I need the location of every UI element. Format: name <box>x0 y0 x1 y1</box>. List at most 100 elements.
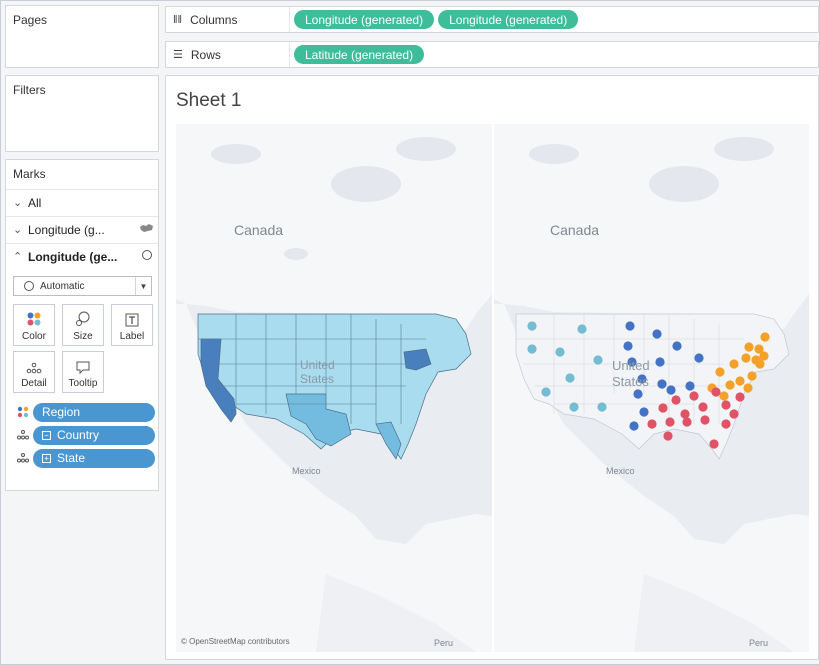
color-button-label: Color <box>22 331 46 342</box>
state-dot-central[interactable] <box>655 357 665 367</box>
tooltip-button[interactable]: Tooltip <box>62 351 104 393</box>
state-pill-label: State <box>57 451 86 465</box>
region-pill[interactable]: Region <box>33 402 155 422</box>
state-dot-south[interactable] <box>709 439 719 449</box>
columns-shelf[interactable]: ‖‖ Columns Longitude (generated) Longitu… <box>165 6 819 33</box>
rows-shelf[interactable]: ☰ Rows Latitude (generated) <box>165 41 819 68</box>
size-button-label: Size <box>73 331 93 342</box>
marks-row-longitude-circle[interactable]: ⌃ Longitude (ge... <box>6 243 158 269</box>
color-button[interactable]: Color <box>13 304 55 346</box>
marks-row-label: Longitude (g... <box>28 222 105 237</box>
state-dot-south[interactable] <box>698 402 708 412</box>
state-dot-east[interactable] <box>759 351 769 361</box>
state-dot-central[interactable] <box>666 385 676 395</box>
filled-map-pane[interactable]: Canada United States Mexico Peru © OpenS… <box>176 124 492 652</box>
state-dot-central[interactable] <box>637 374 647 384</box>
longitude-pill[interactable]: Longitude (generated) <box>438 10 579 29</box>
label-icon <box>112 305 152 327</box>
state-pill-row[interactable]: + State <box>13 448 155 468</box>
state-dot-east[interactable] <box>744 342 754 352</box>
state-dot-central[interactable] <box>629 421 639 431</box>
state-dot-south[interactable] <box>680 409 690 419</box>
state-dot-west[interactable] <box>527 321 537 331</box>
state-dot-west[interactable] <box>577 324 587 334</box>
map-label-mexico: Mexico <box>292 466 321 476</box>
label-button[interactable]: Label <box>111 304 153 346</box>
longitude-pill[interactable]: Longitude (generated) <box>294 10 435 29</box>
rows-shelf-label: ☰ Rows <box>166 42 290 67</box>
state-dot-central[interactable] <box>625 321 635 331</box>
state-pill[interactable]: + State <box>33 448 155 468</box>
state-dot-south[interactable] <box>671 395 681 405</box>
state-dot-central[interactable] <box>627 357 637 367</box>
state-dot-central[interactable] <box>633 389 643 399</box>
circle-map-pane[interactable]: Canada United States Mexico Peru <box>494 124 809 652</box>
state-dot-west[interactable] <box>527 344 537 354</box>
state-dot-south[interactable] <box>729 409 739 419</box>
marks-row-longitude-map[interactable]: ⌄ Longitude (g... <box>6 216 158 242</box>
state-dot-east[interactable] <box>735 376 745 386</box>
map-label-united: United <box>612 358 650 373</box>
state-dot-east[interactable] <box>755 359 765 369</box>
country-pill[interactable]: − Country <box>33 425 155 445</box>
map-label-canada: Canada <box>234 222 284 238</box>
state-dot-east[interactable] <box>729 359 739 369</box>
state-dot-west[interactable] <box>597 402 607 412</box>
marks-row-all[interactable]: ⌄ All <box>6 189 158 215</box>
state-dot-south[interactable] <box>735 392 745 402</box>
pages-card[interactable]: Pages <box>5 5 159 68</box>
sheet-title[interactable]: Sheet 1 <box>176 90 242 111</box>
state-dot-south[interactable] <box>721 400 731 410</box>
map-attribution[interactable]: © OpenStreetMap contributors <box>181 637 290 646</box>
filters-title: Filters <box>13 83 46 97</box>
state-dot-south[interactable] <box>721 419 731 429</box>
state-dot-south[interactable] <box>689 391 699 401</box>
mark-type-dropdown[interactable]: Automatic ▼ <box>13 276 152 296</box>
state-dot-west[interactable] <box>541 387 551 397</box>
state-dot-central[interactable] <box>639 407 649 417</box>
state-dot-south[interactable] <box>665 417 675 427</box>
sheet-view: Sheet 1 <box>165 75 819 660</box>
state-dot-west[interactable] <box>555 347 565 357</box>
state-dot-south[interactable] <box>711 387 721 397</box>
marks-card: Marks ⌄ All ⌄ Longitude (g... ⌃ Longitud… <box>5 159 159 491</box>
state-dots <box>527 321 770 449</box>
state-dot-south[interactable] <box>663 431 673 441</box>
state-dot-central[interactable] <box>657 379 667 389</box>
state-dot-west[interactable] <box>593 355 603 365</box>
state-dot-central[interactable] <box>623 341 633 351</box>
tooltip-button-label: Tooltip <box>68 378 98 389</box>
label-button-label: Label <box>119 331 145 342</box>
detail-icon <box>13 453 33 463</box>
state-dot-south[interactable] <box>700 415 710 425</box>
state-dot-west[interactable] <box>565 373 575 383</box>
state-dot-east[interactable] <box>754 344 764 354</box>
detail-button[interactable]: Detail <box>13 351 55 393</box>
state-dot-east[interactable] <box>725 380 735 390</box>
state-dot-east[interactable] <box>719 391 729 401</box>
state-dot-central[interactable] <box>652 329 662 339</box>
detail-icon <box>14 352 54 374</box>
region-pill-row[interactable]: Region <box>13 402 155 422</box>
latitude-pill[interactable]: Latitude (generated) <box>294 45 425 64</box>
state-dot-south[interactable] <box>647 419 657 429</box>
state-dot-south[interactable] <box>682 417 692 427</box>
state-dot-east[interactable] <box>743 383 753 393</box>
marks-row-label: All <box>28 195 42 210</box>
expand-icon[interactable]: + <box>42 453 51 463</box>
size-button[interactable]: Size <box>62 304 104 346</box>
state-dot-south[interactable] <box>658 403 668 413</box>
marks-row-label: Longitude (ge... <box>28 249 118 264</box>
state-dot-west[interactable] <box>569 402 579 412</box>
filters-card[interactable]: Filters <box>5 75 159 152</box>
state-dot-east[interactable] <box>715 367 725 377</box>
collapse-icon[interactable]: − <box>42 430 51 440</box>
country-pill-row[interactable]: − Country <box>13 425 155 445</box>
state-dot-central[interactable] <box>694 353 704 363</box>
state-dot-east[interactable] <box>760 332 770 342</box>
state-dot-east[interactable] <box>747 371 757 381</box>
state-dot-east[interactable] <box>741 353 751 363</box>
state-dot-central[interactable] <box>672 341 682 351</box>
state-dot-central[interactable] <box>685 381 695 391</box>
